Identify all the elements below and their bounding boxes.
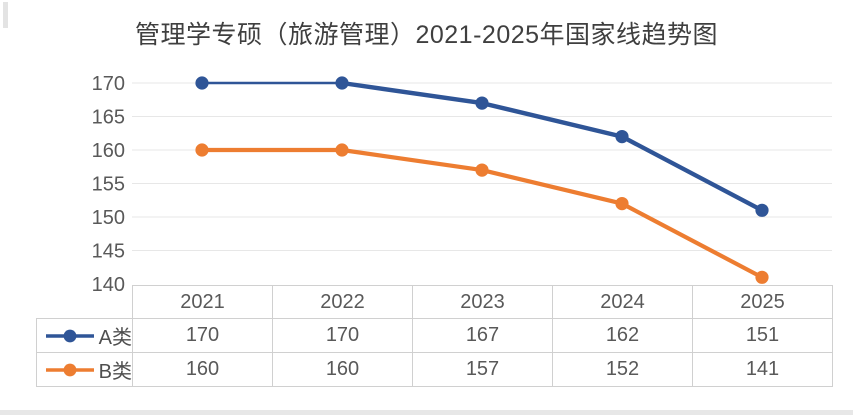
series-b-row: B类 160 160 157 152 141 bbox=[36, 352, 833, 387]
series-a-label: A类 bbox=[98, 327, 132, 349]
series-line-B类 bbox=[619, 201, 765, 280]
year-header-cell: 2024 bbox=[552, 285, 693, 319]
value-cell-a: 151 bbox=[692, 318, 833, 353]
y-axis-tick-label: 165 bbox=[92, 107, 125, 129]
y-axis-tick-label: 155 bbox=[92, 174, 125, 196]
y-axis-tick-label: 160 bbox=[92, 140, 125, 162]
series-a-row: A类 170 170 167 162 151 bbox=[36, 318, 833, 353]
data-point-B类 bbox=[195, 143, 209, 157]
data-point-A类 bbox=[615, 130, 629, 144]
data-point-B类 bbox=[475, 163, 489, 177]
year-header-cell: 2023 bbox=[412, 285, 553, 319]
data-point-A类 bbox=[335, 76, 349, 90]
year-header-cell: 2021 bbox=[132, 285, 273, 319]
series-line-A类 bbox=[619, 134, 765, 213]
data-table: 2021 2022 2023 2024 2025 A类 170 170 167 … bbox=[36, 285, 833, 387]
year-header-cell: 2025 bbox=[692, 285, 833, 319]
table-corner-blank bbox=[37, 286, 133, 319]
value-cell-b: 160 bbox=[132, 352, 273, 387]
value-cell-a: 170 bbox=[272, 318, 413, 353]
screen-edge-artifact bbox=[3, 2, 8, 28]
series-b-label: B类 bbox=[98, 361, 132, 383]
data-point-B类 bbox=[755, 270, 769, 284]
y-axis-tick-label: 140 bbox=[92, 274, 125, 296]
value-cell-a: 170 bbox=[132, 318, 273, 353]
screen-bottom-edge bbox=[0, 410, 853, 415]
y-axis-tick-label: 145 bbox=[92, 241, 125, 263]
data-point-A类 bbox=[755, 203, 769, 217]
year-header-cell: 2022 bbox=[272, 285, 413, 319]
data-point-A类 bbox=[195, 76, 209, 90]
legend-key-line-marker-icon bbox=[45, 363, 94, 376]
y-axis-tick-label: 170 bbox=[92, 73, 125, 95]
value-cell-b: 152 bbox=[552, 352, 693, 387]
legend-key-line-marker-icon bbox=[45, 329, 94, 342]
series-line-B类 bbox=[339, 147, 485, 173]
year-header-row: 2021 2022 2023 2024 2025 bbox=[37, 285, 833, 319]
data-point-B类 bbox=[615, 197, 629, 211]
series-line-A类 bbox=[339, 80, 485, 106]
legend-cell-series-a: A类 bbox=[36, 318, 133, 353]
data-point-A类 bbox=[475, 96, 489, 110]
value-cell-b: 160 bbox=[272, 352, 413, 387]
series-line-A类 bbox=[479, 100, 625, 139]
legend-cell-series-b: B类 bbox=[36, 352, 133, 387]
y-axis-tick-label: 150 bbox=[92, 207, 125, 229]
chart-title: 管理学专硕（旅游管理）2021-2025年国家线趋势图 bbox=[134, 21, 719, 49]
series-line-B类 bbox=[479, 168, 625, 206]
value-cell-b: 141 bbox=[692, 352, 833, 387]
value-cell-a: 167 bbox=[412, 318, 553, 353]
data-point-B类 bbox=[335, 143, 349, 157]
value-cell-a: 162 bbox=[552, 318, 693, 353]
value-cell-b: 157 bbox=[412, 352, 553, 387]
